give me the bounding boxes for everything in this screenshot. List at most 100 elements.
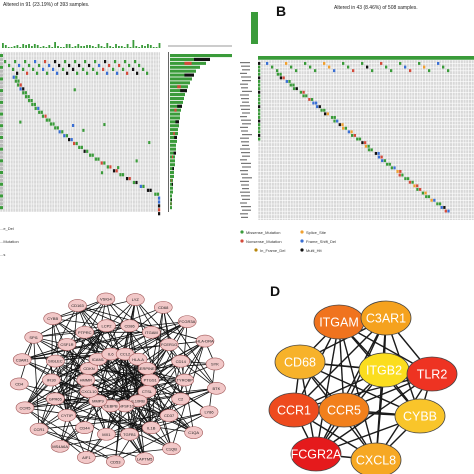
- mutation-cell: [342, 126, 345, 130]
- hub-node-cd68: CD68: [274, 344, 326, 380]
- top-bar: [77, 44, 80, 48]
- panel-b-legend: Missense_Mutation Splice_Site Nonsense_M…: [240, 230, 336, 253]
- top-bar: [22, 44, 25, 48]
- mutation-cell: [367, 144, 370, 148]
- mutation-cell: [310, 98, 314, 101]
- gene-bar-segment: [172, 155, 173, 159]
- top-bar: [83, 46, 85, 48]
- mutation-cell: [94, 60, 97, 64]
- gene-bar-segment: [174, 135, 177, 139]
- mutation-cell: [295, 87, 298, 91]
- top-bar: [13, 46, 16, 48]
- network-edge: [50, 318, 54, 380]
- panel-d-label: D: [270, 283, 280, 299]
- svg-text:IL10RB: IL10RB: [131, 398, 145, 403]
- network-edge: [162, 307, 217, 389]
- network-node: CSF1R: [57, 338, 77, 351]
- mutation-cell: [128, 177, 131, 181]
- mutation-cell: [158, 200, 161, 204]
- top-bar: [2, 43, 4, 48]
- mutation-cell: [315, 105, 319, 109]
- mutation-cell: [112, 169, 116, 173]
- panel-b-mutations: [258, 62, 450, 213]
- mutation-cell: [149, 188, 152, 192]
- mutation-cell: [56, 71, 59, 75]
- mutation-cell: [19, 87, 22, 91]
- legend-item-multihit: Multi_Hit: [300, 248, 322, 253]
- gene-bar-segment: [177, 104, 182, 108]
- mutation-cell: [74, 60, 77, 64]
- mutation-cell: [132, 180, 135, 185]
- gene-bar: [170, 65, 200, 69]
- top-bar: [71, 47, 74, 48]
- svg-text:CEBPB: CEBPB: [104, 404, 118, 409]
- mutation-cell: [92, 67, 95, 71]
- gene-bar: [170, 116, 180, 120]
- mutation-cell: [56, 126, 59, 130]
- mutation-cell: [304, 62, 307, 65]
- panel-b-tmb-bar: [251, 12, 258, 44]
- hub-node-cybb: CYBB: [394, 398, 446, 434]
- svg-text:LYZ: LYZ: [132, 297, 140, 302]
- mutation-cell: [424, 191, 427, 195]
- hub-node-tlr2: TLR2: [406, 356, 458, 392]
- mutation-cell: [279, 72, 282, 76]
- network-edge: [38, 428, 116, 463]
- mutation-cell: [135, 180, 138, 185]
- top-bar: [115, 44, 117, 48]
- network-node: LAPTM5: [135, 452, 154, 465]
- top-bar: [100, 46, 103, 48]
- mutation-cell: [342, 62, 345, 65]
- mutation-cell: [399, 170, 402, 173]
- network-edge: [129, 411, 210, 435]
- svg-text:CD163: CD163: [71, 303, 84, 308]
- gene-bar: [170, 182, 173, 186]
- network-node: BTK: [207, 381, 226, 395]
- mutation-cell: [78, 63, 81, 68]
- network-edge: [24, 407, 116, 463]
- svg-text:C3AR1: C3AR1: [16, 357, 30, 362]
- gene-bar-segment: [173, 151, 176, 155]
- mutation-cell: [4, 60, 7, 64]
- mutation-cell: [330, 116, 334, 119]
- svg-text:MS4A6A: MS4A6A: [52, 444, 68, 449]
- mutation-cell: [72, 67, 75, 71]
- network-node: CD68: [153, 301, 173, 314]
- mutation-cell: [361, 62, 364, 65]
- mutation-cell: [52, 122, 55, 126]
- mutation-cell: [17, 79, 20, 83]
- mutation-cell: [444, 209, 447, 213]
- svg-text:CD14: CD14: [176, 359, 187, 364]
- top-bar: [155, 47, 158, 48]
- mutation-cell: [352, 69, 355, 73]
- mutation-cell: [19, 120, 22, 124]
- mutation-cell: [428, 69, 431, 73]
- network-edge: [55, 398, 172, 450]
- mutation-cell: [126, 71, 129, 75]
- panel-b-top-strip: [258, 56, 474, 60]
- svg-text:C1QA: C1QA: [188, 430, 199, 435]
- hub-node-fcgr2a: FCGR2A: [290, 436, 342, 472]
- panel-b-oncoplot: B Altered in 43 (8.46%) of 508 samples. …: [240, 3, 474, 253]
- network-edge: [184, 379, 195, 433]
- mutation-cell: [73, 88, 76, 92]
- mutation-cell: [156, 192, 160, 196]
- mutation-cell: [438, 202, 442, 206]
- mutation-cell: [16, 71, 19, 75]
- mutation-cell: [134, 60, 137, 64]
- mutation-cell: [109, 165, 112, 169]
- mutation-cell: [24, 95, 28, 99]
- top-bar: [135, 46, 138, 48]
- top-bar: [149, 45, 152, 48]
- network-edge: [24, 407, 194, 434]
- gene-bar: [170, 54, 232, 58]
- mutation-cell: [341, 123, 344, 127]
- top-bar: [54, 42, 56, 48]
- top-bar: [158, 43, 161, 48]
- mutation-cell: [299, 90, 303, 94]
- mutation-cell: [356, 137, 359, 141]
- svg-text:TYROBP: TYROBP: [176, 378, 193, 383]
- mutation-cell: [154, 192, 157, 196]
- mutation-cell: [385, 65, 388, 69]
